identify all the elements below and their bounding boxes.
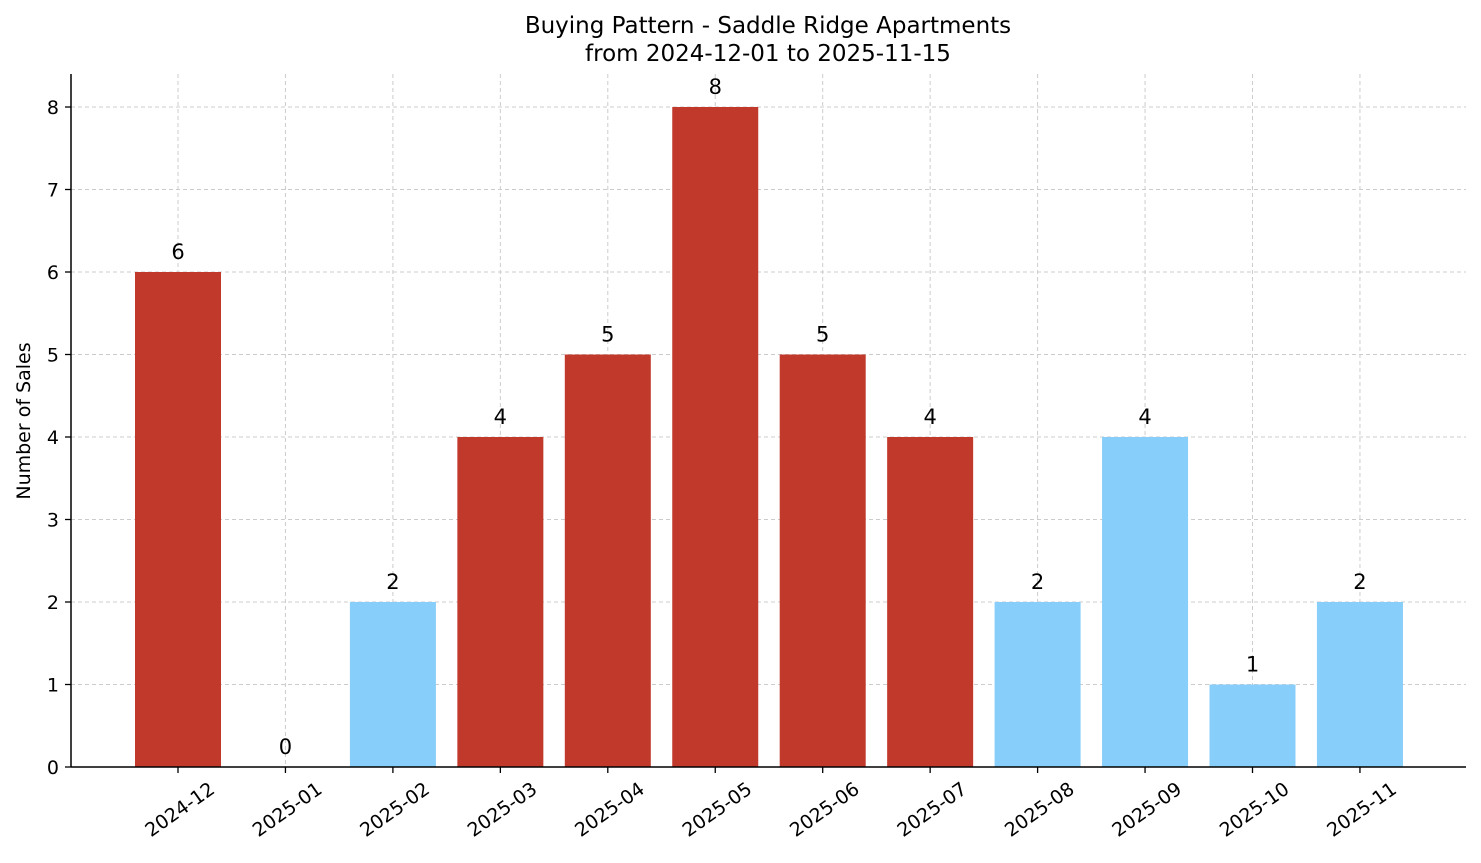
x-tick-label: 2024-12 (141, 778, 219, 842)
data-label: 4 (1138, 405, 1151, 429)
bar (135, 272, 221, 767)
x-tick-label: 2025-09 (1108, 778, 1186, 842)
y-tick-label: 2 (47, 592, 59, 614)
data-label: 2 (1353, 570, 1366, 594)
y-tick-label: 6 (47, 262, 59, 284)
bar (1209, 684, 1296, 767)
y-tick-label: 7 (47, 180, 59, 202)
x-tick-label: 2025-02 (356, 778, 434, 842)
x-tick-label: 2025-01 (249, 778, 327, 842)
data-label: 5 (816, 323, 829, 347)
x-tick-label: 2025-10 (1216, 778, 1294, 842)
y-tick-label: 3 (47, 510, 59, 532)
data-label: 0 (279, 735, 292, 759)
y-tick-label: 1 (47, 675, 59, 697)
y-tick-label: 5 (47, 345, 59, 367)
y-ticks-layer: 0 1 2 3 4 5 6 7 8 (47, 97, 71, 779)
bar (1102, 437, 1189, 767)
data-label: 5 (601, 323, 614, 347)
x-tick-label: 2025-04 (571, 778, 649, 842)
data-label: 8 (709, 75, 722, 99)
bar (1316, 602, 1403, 767)
y-tick-label: 8 (47, 97, 59, 119)
x-tick-label: 2025-08 (1001, 778, 1079, 842)
x-tick-label: 2025-07 (893, 778, 971, 842)
y-tick-label: 0 (47, 757, 59, 779)
bar (349, 602, 436, 767)
bar (887, 437, 974, 767)
chart-title: Buying Pattern - Saddle Ridge Apartments (525, 13, 1011, 39)
bar (564, 354, 651, 767)
data-label: 6 (171, 240, 184, 264)
bar (457, 437, 544, 767)
bars-layer (135, 107, 1403, 767)
data-label: 2 (1031, 570, 1044, 594)
x-ticks-layer: 2024-12 2025-01 2025-02 2025-03 2025-04 2025-… (141, 767, 1401, 842)
x-tick-label: 2025-03 (464, 778, 542, 842)
chart-subtitle: from 2024-12-01 to 2025-11-15 (585, 41, 951, 67)
bar (672, 107, 759, 767)
data-label: 2 (386, 570, 399, 594)
data-labels-layer: 6 0 2 4 5 8 5 4 2 4 1 2 (171, 75, 1366, 759)
data-label: 1 (1246, 653, 1259, 677)
x-tick-label: 2025-05 (678, 778, 756, 842)
y-tick-label: 4 (47, 427, 59, 449)
data-label: 4 (923, 405, 936, 429)
x-tick-label: 2025-11 (1323, 778, 1401, 842)
bar (779, 354, 866, 767)
data-label: 4 (494, 405, 507, 429)
bar (994, 602, 1081, 767)
y-axis-label: Number of Sales (13, 342, 35, 499)
x-tick-label: 2025-06 (786, 778, 864, 842)
